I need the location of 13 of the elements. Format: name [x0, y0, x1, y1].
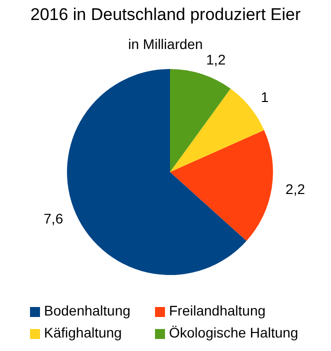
data-label: 1 [260, 89, 269, 106]
legend-label: Freilandhaltung [169, 302, 266, 319]
data-label: 7,6 [44, 210, 64, 226]
pie-slice [67, 69, 247, 275]
chart-title: 2016 in Deutschland produziert Eier [30, 5, 301, 24]
legend-label: Käfighaltung [44, 324, 122, 341]
chart-subtitle: in Milliarden [128, 36, 203, 52]
pie-slice [170, 130, 273, 241]
data-label: 1,2 [206, 51, 226, 68]
data-label: 2,2 [286, 181, 306, 198]
legend-label: Bodenhaltung [44, 302, 130, 319]
pie-slice [170, 69, 231, 172]
legend-label: Ökologische Haltung [169, 324, 298, 341]
